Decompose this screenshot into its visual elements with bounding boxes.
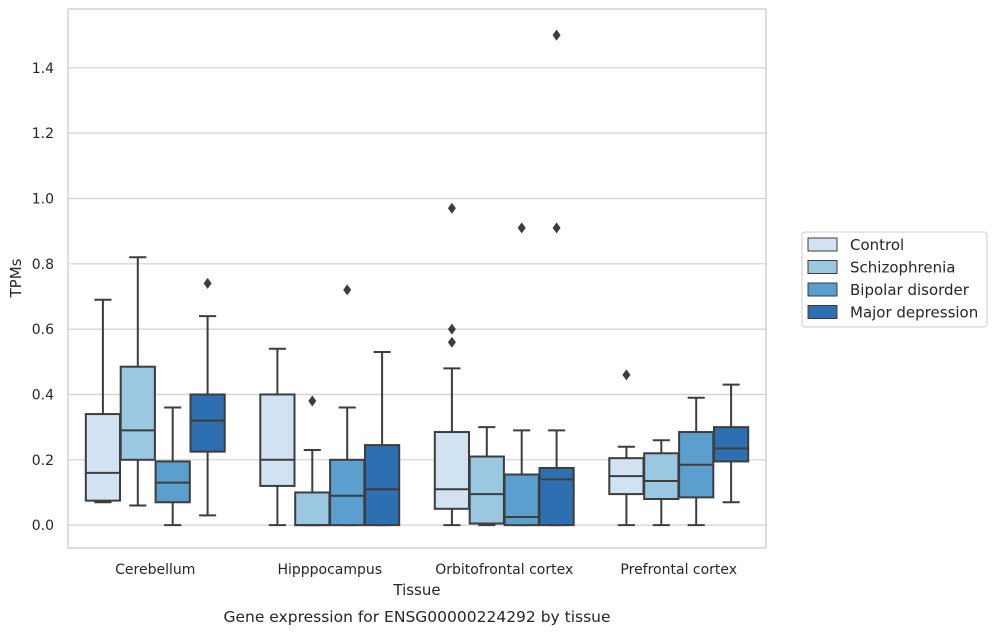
box <box>119 365 156 461</box>
y-axis-title: TPMs <box>7 258 25 298</box>
legend-label: Control <box>850 236 904 254</box>
box <box>538 466 575 527</box>
outlier-point <box>308 395 317 407</box>
box-group <box>608 369 750 527</box>
x-tick-label: Orbitofrontal cortex <box>435 562 573 578</box>
chart-caption: Gene expression for ENSG00000224292 by t… <box>223 608 610 626</box>
y-tick-label: 1.0 <box>32 191 54 207</box>
box-group <box>84 256 226 527</box>
legend-swatch <box>807 282 838 297</box>
y-tick-label: 0.6 <box>32 322 54 338</box>
plot-frame <box>67 8 767 549</box>
y-tick-label: 0.8 <box>32 257 54 273</box>
y-tick-label: 0.0 <box>32 518 54 534</box>
legend: Control Schizophrenia Bipolar disorder Majo… <box>801 231 988 328</box>
box <box>643 452 680 500</box>
x-tick-label: Hipppocampus <box>277 562 382 578</box>
x-tick-label: Cerebellum <box>115 562 195 578</box>
box <box>259 393 296 487</box>
legend-entry: Control <box>807 236 904 254</box>
x-tick-label: Prefrontal cortex <box>620 562 737 578</box>
y-tick-label: 0.2 <box>32 453 54 469</box>
y-tick-label: 1.4 <box>32 61 54 77</box>
box <box>189 393 226 453</box>
box <box>329 458 366 527</box>
legend-frame <box>801 231 988 328</box>
outlier-point <box>552 222 561 234</box>
box <box>84 413 122 502</box>
legend-label: Major depression <box>850 304 978 322</box>
box <box>468 455 505 525</box>
box-groups <box>84 29 750 527</box>
outlier-point <box>517 222 526 234</box>
outlier-point <box>343 284 352 296</box>
box <box>363 444 401 527</box>
outlier-point <box>447 336 456 348</box>
box <box>433 431 471 510</box>
legend-swatch <box>807 237 838 252</box>
legend-swatch <box>807 260 838 274</box>
box <box>294 491 331 527</box>
box <box>712 426 750 463</box>
legend-entry: Schizophrenia <box>807 259 955 277</box>
gridlines <box>68 67 766 526</box>
y-tick-label: 0.4 <box>32 387 54 403</box>
outlier-point <box>622 369 631 381</box>
box-group <box>259 284 401 527</box>
y-tick-label: 1.2 <box>32 126 54 142</box>
legend-swatch <box>807 305 838 319</box>
box-group <box>433 29 575 527</box>
outlier-point <box>447 202 456 214</box>
legend-entry: Major depression <box>807 304 978 322</box>
outlier-point <box>552 29 561 41</box>
outlier-point <box>203 277 212 289</box>
legend-entry: Bipolar disorder <box>807 281 970 299</box>
x-axis-title: Tissue <box>392 581 440 599</box>
x-tick-labels: Cerebellum Hipppocampus Orbitofrontal cort… <box>115 562 737 578</box>
outlier-point <box>447 323 456 335</box>
y-tick-labels: 0.0 0.2 0.4 0.6 0.8 1.0 1.2 1.4 <box>32 61 54 534</box>
legend-label: Bipolar disorder <box>850 281 970 299</box>
legend-label: Schizophrenia <box>850 259 955 277</box>
